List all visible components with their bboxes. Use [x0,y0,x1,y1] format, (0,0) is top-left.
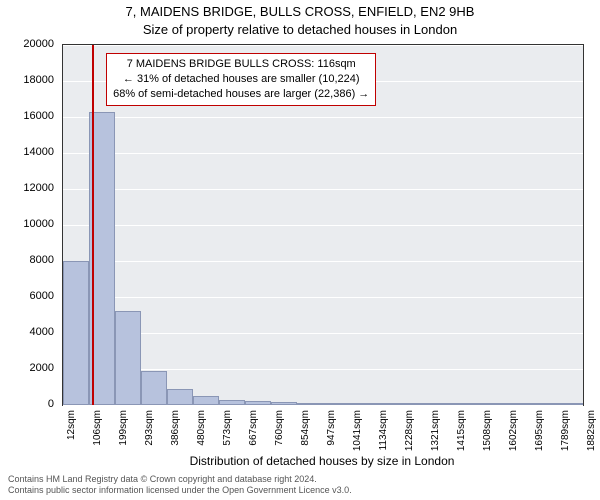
annotation-box: 7 MAIDENS BRIDGE BULLS CROSS: 116sqm ← 3… [106,53,376,106]
x-axis-ticks: 12sqm 106sqm 199sqm 293sqm 386sqm 480sqm 573sq… [62,406,582,454]
annotation-line2: ← 31% of detached houses are smaller (10… [113,72,369,87]
chart-title-line2: Size of property relative to detached ho… [0,22,600,37]
bar [141,371,166,405]
x-tick-label: 667sqm [248,410,259,454]
y-tick-label: 18000 [4,74,54,86]
x-tick-label: 573sqm [222,410,233,454]
bar [401,403,426,405]
footer-line2: Contains public sector information licen… [8,485,592,496]
bar [375,403,400,405]
bar [271,402,296,405]
y-tick-label: 4000 [4,326,54,338]
x-axis-label: Distribution of detached houses by size … [62,454,582,468]
chart-container: 7, MAIDENS BRIDGE, BULLS CROSS, ENFIELD,… [0,0,600,500]
y-tick-label: 0 [4,398,54,410]
x-tick-label: 1882sqm [586,410,597,454]
y-tick-label: 12000 [4,182,54,194]
x-tick-label: 1134sqm [378,410,389,454]
bar [427,403,452,405]
x-tick-label: 293sqm [144,410,155,454]
footer-line1: Contains HM Land Registry data © Crown c… [8,474,592,485]
bar [219,400,244,405]
bar [297,403,322,405]
x-tick-label: 106sqm [92,410,103,454]
x-tick-label: 760sqm [274,410,285,454]
bar [505,403,530,405]
chart-footer: Contains HM Land Registry data © Crown c… [8,474,592,497]
x-tick-label: 1789sqm [560,410,571,454]
x-tick-label: 1041sqm [352,410,363,454]
marker-line [92,45,94,405]
annotation-line1: 7 MAIDENS BRIDGE BULLS CROSS: 116sqm [113,57,369,72]
bar [479,403,504,405]
plot-area: 7 MAIDENS BRIDGE BULLS CROSS: 116sqm ← 3… [62,44,584,406]
bar [245,401,270,405]
bar [193,396,218,405]
x-tick-label: 1228sqm [404,410,415,454]
y-tick-label: 20000 [4,38,54,50]
x-tick-label: 947sqm [326,410,337,454]
y-tick-label: 10000 [4,218,54,230]
y-tick-label: 6000 [4,290,54,302]
x-tick-label: 1508sqm [482,410,493,454]
x-tick-label: 1602sqm [508,410,519,454]
x-tick-label: 386sqm [170,410,181,454]
x-tick-label: 1415sqm [456,410,467,454]
x-tick-label: 854sqm [300,410,311,454]
x-tick-label: 12sqm [66,410,77,454]
bar [349,403,374,405]
bar [531,403,556,405]
bar [167,389,192,405]
x-tick-label: 1695sqm [534,410,545,454]
bar [63,261,88,405]
annotation-line3: 68% of semi-detached houses are larger (… [113,87,369,102]
x-tick-label: 1321sqm [430,410,441,454]
y-tick-label: 14000 [4,146,54,158]
y-tick-label: 2000 [4,362,54,374]
bar [453,403,478,405]
x-tick-label: 199sqm [118,410,129,454]
x-tick-label: 480sqm [196,410,207,454]
bar [557,403,582,405]
bar [323,403,348,405]
bar [115,311,140,405]
y-axis-ticks: 0200040006000800010000120001400016000180… [0,44,60,404]
y-tick-label: 16000 [4,110,54,122]
chart-title-line1: 7, MAIDENS BRIDGE, BULLS CROSS, ENFIELD,… [0,4,600,19]
y-tick-label: 8000 [4,254,54,266]
